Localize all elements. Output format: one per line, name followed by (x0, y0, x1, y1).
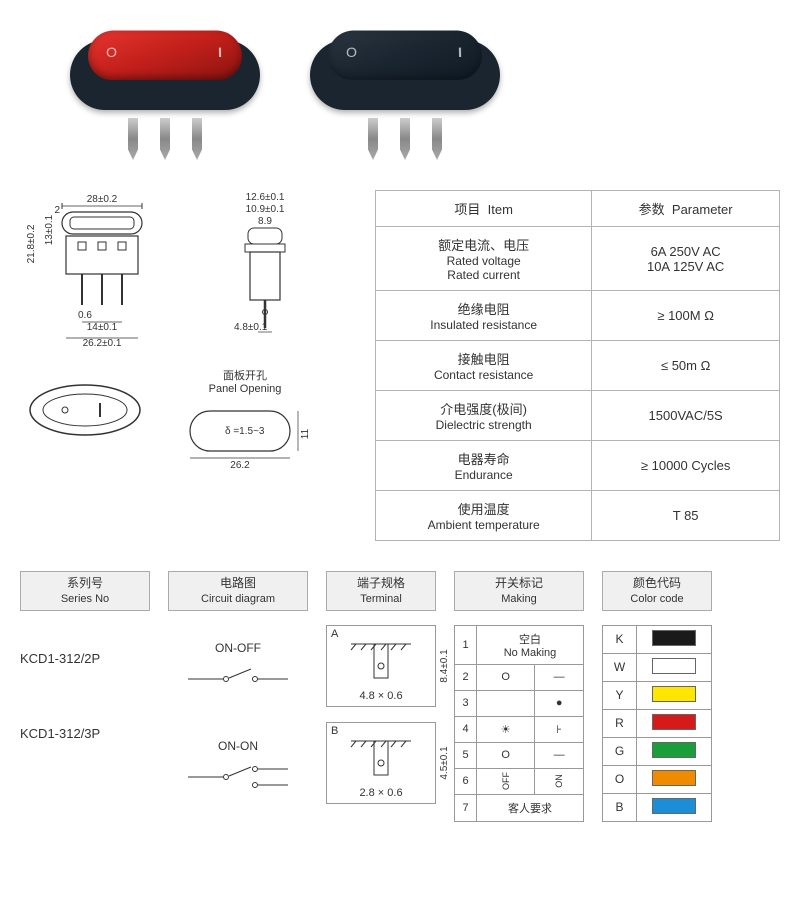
color-row: W (603, 653, 712, 681)
svg-text:10.9±0.1: 10.9±0.1 (246, 204, 285, 215)
terminal-column: 端子规格Terminal A4.8 × 0.68.4±0.1B2.8 × 0.6… (326, 571, 436, 819)
color-row: G (603, 737, 712, 765)
making-row: 7客人要求 (455, 794, 584, 821)
svg-text:28±0.2: 28±0.2 (87, 194, 118, 205)
param-row: 接触电阻Contact resistance≤ 50m Ω (376, 341, 780, 391)
color-row: O (603, 765, 712, 793)
svg-text:δ =1.5~3: δ =1.5~3 (225, 426, 265, 437)
circuit-column: 电路图Circuit diagram ON-OFFON-ON (168, 571, 308, 847)
color-row: B (603, 793, 712, 821)
making-row: 6OFFON (455, 768, 584, 794)
svg-text:26.2: 26.2 (230, 460, 250, 471)
series-no: KCD1-312/3P (20, 726, 150, 741)
series-no: KCD1-312/2P (20, 651, 150, 666)
making-row: 5O— (455, 742, 584, 768)
side-view-drawing: 12.6±0.1 10.9±0.1 8.9 4.8±0.1 (210, 190, 330, 350)
parameter-table: 项目 Item 参数 Parameter 额定电流、电压Rated voltag… (375, 190, 780, 541)
param-row: 额定电流、电压Rated voltageRated current6A 250V… (376, 227, 780, 291)
color-row: K (603, 625, 712, 653)
making-row: 3● (455, 690, 584, 716)
svg-text:21.8±0.2: 21.8±0.2 (26, 224, 37, 263)
svg-text:8.9: 8.9 (258, 216, 272, 227)
param-row: 介电强度(极间)Dielectric strength1500VAC/5S (376, 391, 780, 441)
technical-drawings: 28±0.2 21.8±0.2 13±0.1 2 0.6 (20, 190, 360, 541)
top-view-drawing (20, 370, 150, 450)
param-row: 绝缘电阻Insulated resistance≥ 100M Ω (376, 291, 780, 341)
svg-text:0.6: 0.6 (78, 310, 92, 321)
param-header-item: 项目 Item (376, 191, 592, 227)
circuit-diagram: ON-OFF (168, 641, 308, 689)
series-column: 系列号Series No KCD1-312/2PKCD1-312/3P (20, 571, 150, 801)
color-row: R (603, 709, 712, 737)
param-row: 电器寿命Endurance≥ 10000 Cycles (376, 441, 780, 491)
front-view-drawing: 28±0.2 21.8±0.2 13±0.1 2 0.6 (20, 190, 190, 350)
switch-red (70, 30, 260, 160)
terminal-spec: A4.8 × 0.68.4±0.1 (326, 625, 436, 707)
product-images (0, 0, 800, 180)
making-row: 2O— (455, 664, 584, 690)
svg-text:4.8±0.1: 4.8±0.1 (234, 322, 268, 333)
svg-text:2: 2 (54, 205, 60, 216)
making-column: 开关标记Making 1空白No Making2O—3●4☀⊦5O—6OFFON… (454, 571, 584, 822)
making-row: 1空白No Making (455, 625, 584, 664)
svg-text:13±0.1: 13±0.1 (44, 214, 55, 245)
param-header-value: 参数 Parameter (592, 191, 780, 227)
panel-opening: 面板开孔 Panel Opening δ =1.5~3 11 26.2 (170, 370, 320, 479)
circuit-diagram: ON-ON (168, 739, 308, 797)
color-row: Y (603, 681, 712, 709)
svg-text:12.6±0.1: 12.6±0.1 (246, 192, 285, 203)
svg-text:14±0.1: 14±0.1 (87, 322, 118, 333)
switch-black (310, 30, 500, 160)
color-column: 颜色代码Color code KWYRGOB (602, 571, 712, 822)
making-row: 4☀⊦ (455, 716, 584, 742)
terminal-spec: B2.8 × 0.64.5±0.1 (326, 722, 436, 804)
param-row: 使用温度Ambient temperatureT 85 (376, 491, 780, 541)
svg-text:11: 11 (300, 429, 311, 440)
svg-text:26.2±0.1: 26.2±0.1 (83, 338, 122, 349)
